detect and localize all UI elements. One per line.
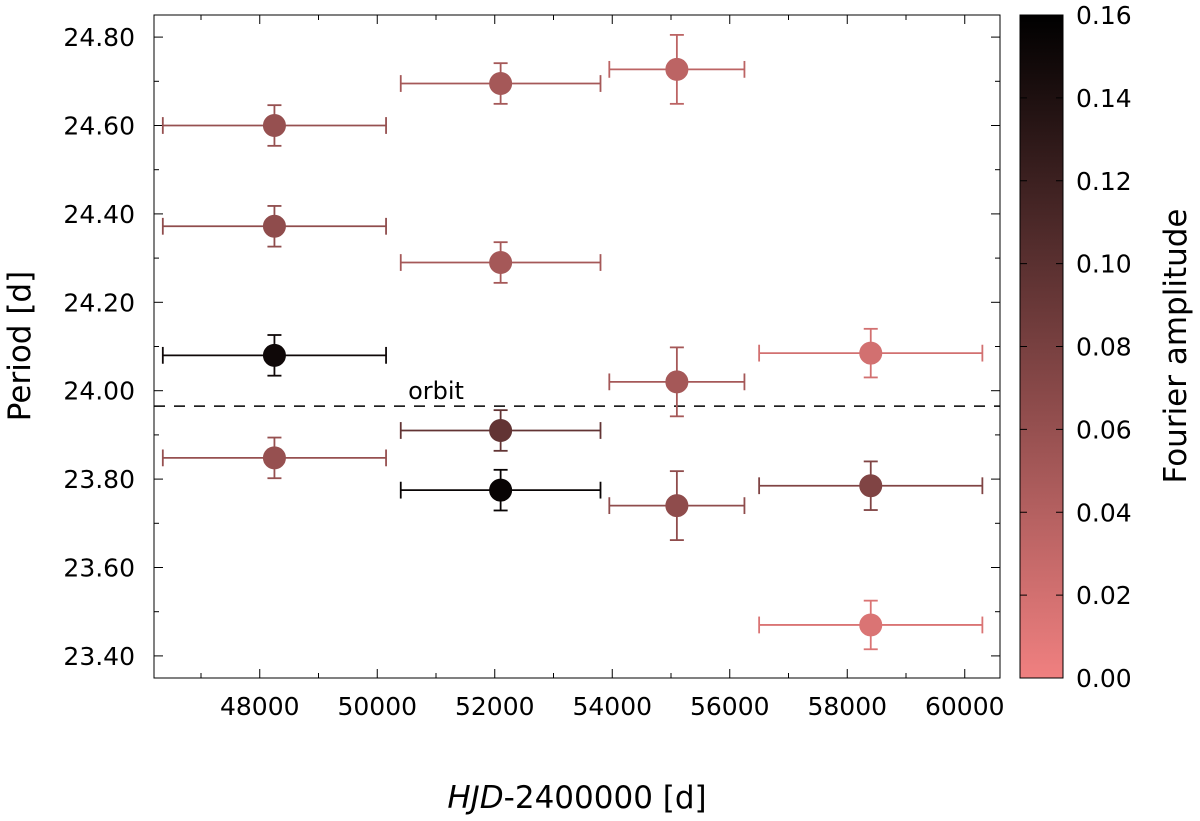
colorbar-tick-label: 0.06 [1076, 415, 1132, 444]
data-point [489, 478, 513, 502]
y-tick-label: 24.80 [63, 23, 135, 52]
data-point-group [608, 33, 746, 105]
data-point [665, 57, 689, 81]
colorbar-tick-label: 0.00 [1076, 664, 1132, 693]
y-tick-label: 23.40 [63, 642, 135, 671]
data-point [859, 474, 883, 498]
data-points [161, 33, 984, 651]
data-point-group [161, 104, 387, 147]
data-point-group [758, 327, 984, 379]
orbit-label: orbit [408, 377, 464, 405]
data-point [665, 494, 689, 518]
data-point [262, 343, 286, 367]
data-point [859, 341, 883, 365]
data-point-group [161, 436, 387, 480]
x-tick-label: 48000 [220, 692, 300, 721]
data-point-group [758, 599, 984, 651]
x-tick-label: 60000 [925, 692, 1005, 721]
colorbar-tick-label: 0.16 [1076, 1, 1132, 30]
colorbar [1019, 14, 1064, 679]
data-point-group [399, 241, 602, 284]
colorbar-title: Fourier amplitude [1158, 208, 1194, 483]
data-point [262, 446, 286, 470]
data-point [262, 214, 286, 238]
y-axis: 23.40 23.60 23.80 24.00 24.20 24.40 24.60 24.80 [63, 23, 1000, 671]
x-tick-label: 56000 [690, 692, 770, 721]
data-point [489, 72, 513, 96]
x-tick-label: 58000 [807, 692, 887, 721]
colorbar-tick-label: 0.08 [1076, 333, 1132, 362]
y-tick-label: 23.80 [63, 465, 135, 494]
data-point-group [399, 468, 602, 512]
data-point-group [399, 62, 602, 105]
x-axis: 48000 50000 52000 54000 56000 58000 60000 [200, 15, 1005, 721]
x-axis-title: HJD-2400000 [d] [447, 780, 706, 816]
y-tick-label: 23.60 [63, 554, 135, 583]
colorbar-tick-label: 0.04 [1076, 498, 1132, 527]
data-point [859, 613, 883, 637]
data-point [262, 114, 286, 137]
colorbar-tick-label: 0.12 [1076, 167, 1132, 196]
x-tick-label: 54000 [572, 692, 652, 721]
x-tick-label: 52000 [455, 692, 535, 721]
y-tick-label: 24.00 [63, 377, 135, 406]
data-point-group [608, 470, 746, 541]
data-point [489, 251, 513, 275]
y-tick-label: 24.40 [63, 200, 135, 229]
y-axis-title: Period [d] [2, 271, 38, 421]
data-point-group [399, 409, 602, 452]
colorbar-tick-label: 0.02 [1076, 581, 1132, 610]
colorbar-tick-label: 0.10 [1076, 250, 1132, 279]
y-tick-label: 24.20 [63, 288, 135, 317]
orbit-reference: orbit [154, 377, 1000, 407]
colorbar-tick-label: 0.14 [1076, 84, 1132, 113]
x-tick-label: 50000 [337, 692, 417, 721]
y-tick-label: 24.60 [63, 112, 135, 141]
data-point-group [161, 334, 387, 377]
data-point-group [758, 460, 984, 511]
colorbar-axis: 0.00 0.02 0.04 0.06 0.08 0.10 0.12 0.14 0.16 [1020, 1, 1132, 693]
data-point-group [161, 205, 387, 248]
data-point [665, 370, 689, 394]
data-point [489, 418, 513, 442]
data-point-group [608, 346, 746, 418]
